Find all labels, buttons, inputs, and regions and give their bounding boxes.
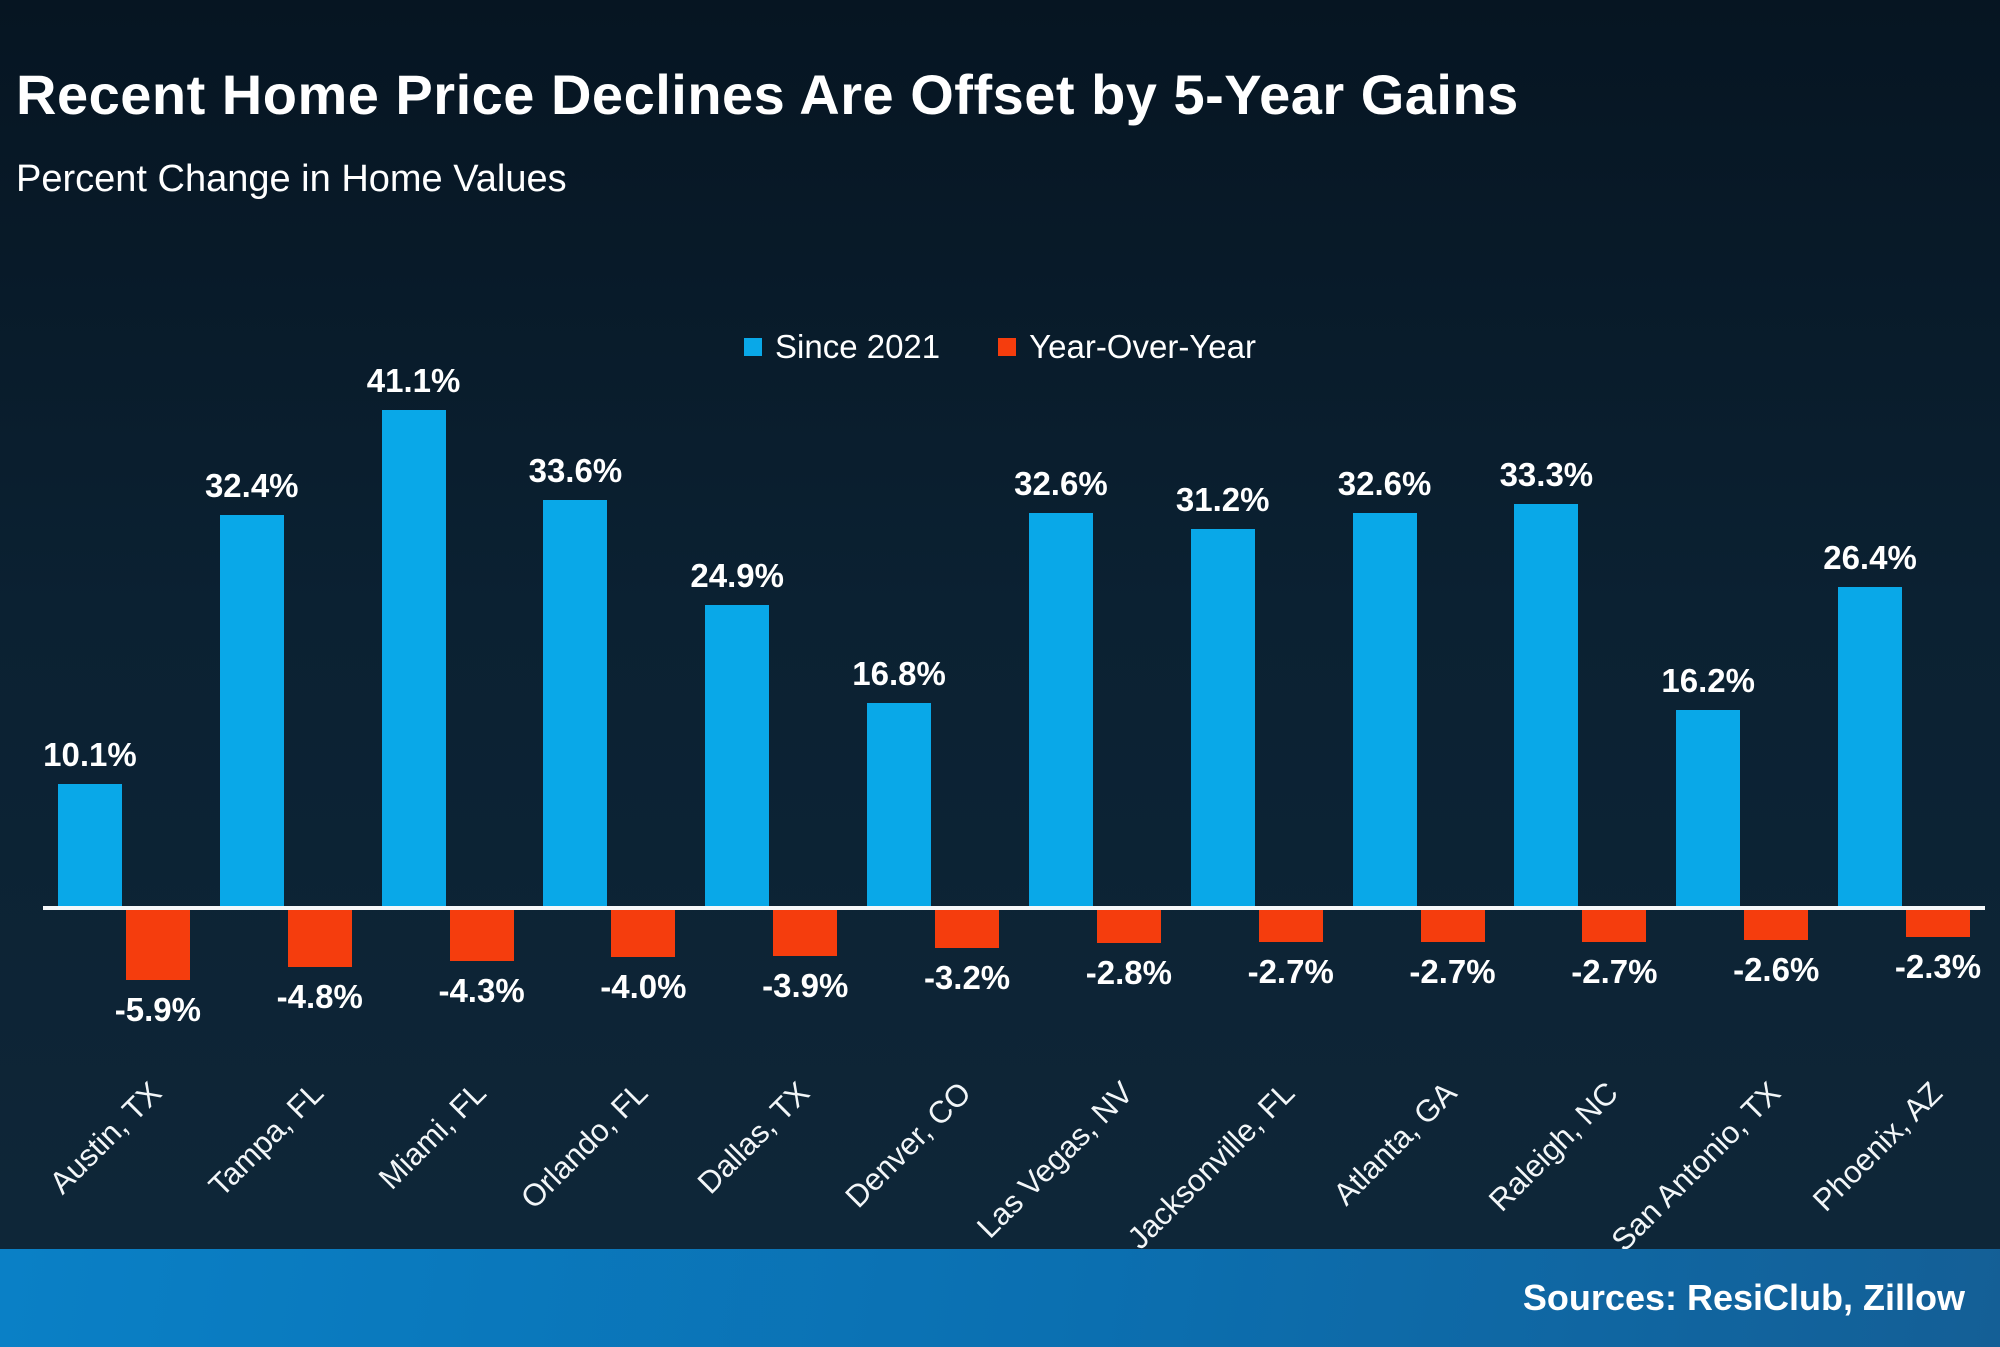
bar-since-2021 — [1028, 513, 1093, 906]
value-label-year-over-year: -2.7% — [1571, 953, 1658, 990]
value-label-since-2021: 31.2% — [1175, 481, 1270, 518]
bar-groups: 10.1% -5.9% Austin, TX 32.4% -4.8% Tampa, FL 4… — [43, 362, 1985, 1258]
value-label-since-2021: 24.9% — [690, 557, 785, 594]
bar-group: 32.4% -4.8% Tampa, FL — [202, 380, 367, 1250]
bar-since-2021 — [543, 500, 608, 906]
chart-title: Recent Home Price Declines Are Offset by… — [16, 63, 1519, 126]
legend-item-since-2021: Since 2021 — [744, 328, 940, 366]
bar-since-2021 — [57, 784, 122, 906]
bar-group: 24.9% -3.9% Dallas, TX — [690, 380, 852, 1250]
bar-since-2021 — [1514, 504, 1579, 906]
value-label-year-over-year: -2.7% — [1409, 953, 1496, 990]
legend-swatch-year-over-year — [998, 338, 1017, 356]
value-label-year-over-year: -2.8% — [1085, 954, 1172, 991]
sources-text: Sources: ResiClub, Zillow — [1522, 1277, 1965, 1318]
bar-since-2021 — [1838, 587, 1903, 906]
category-label: Austin, TX — [43, 1075, 169, 1201]
bar-group: 31.2% -2.7% Jacksonville, FL — [1121, 380, 1338, 1256]
value-label-since-2021: 26.4% — [1823, 539, 1917, 576]
legend-label-since-2021: Since 2021 — [775, 328, 941, 365]
bar-year-over-year — [935, 909, 1000, 948]
bar-year-over-year — [1096, 909, 1161, 943]
value-label-year-over-year: -4.8% — [276, 978, 363, 1015]
value-label-since-2021: 10.1% — [43, 736, 137, 773]
bar-group: 33.3% -2.7% Raleigh, NC — [1482, 380, 1661, 1250]
bar-since-2021 — [1352, 513, 1417, 906]
bar-group: 26.4% -2.3% Phoenix, AZ — [1806, 380, 1985, 1250]
category-label: Orlando, FL — [513, 1075, 655, 1216]
bar-group: 10.1% -5.9% Austin, TX — [43, 380, 205, 1250]
bar-group: 32.6% -2.7% Atlanta, GA — [1326, 380, 1500, 1250]
bar-since-2021 — [219, 515, 284, 906]
bar-year-over-year — [1582, 909, 1647, 942]
bar-group: 33.6% -4.0% Orlando, FL — [514, 380, 690, 1250]
legend-swatch-since-2021 — [744, 338, 762, 356]
legend-item-year-over-year: Year-Over-Year — [998, 328, 1256, 366]
value-label-year-over-year: -3.9% — [762, 967, 849, 1004]
category-label: Atlanta, GA — [1326, 1075, 1464, 1212]
bar-since-2021 — [705, 605, 770, 906]
x-axis-line — [43, 906, 1985, 910]
category-label: Dallas, TX — [690, 1075, 816, 1201]
value-label-year-over-year: -2.7% — [1247, 953, 1334, 990]
bar-year-over-year — [287, 909, 352, 967]
value-label-since-2021: 32.6% — [1337, 465, 1432, 502]
value-label-since-2021: 33.3% — [1499, 456, 1594, 493]
bar-group: 16.8% -3.2% Denver, CO — [839, 380, 1014, 1250]
bar-chart: 10.1% -5.9% Austin, TX 32.4% -4.8% Tampa, FL 4… — [43, 362, 1985, 1258]
bar-since-2021 — [867, 703, 932, 906]
category-label: Denver, CO — [838, 1075, 978, 1215]
value-label-since-2021: 16.8% — [852, 655, 946, 692]
value-label-since-2021: 41.1% — [366, 362, 461, 399]
bar-since-2021 — [381, 410, 446, 906]
bar-year-over-year — [1420, 909, 1485, 942]
bar-year-over-year — [1258, 909, 1323, 942]
category-label: Miami, FL — [371, 1075, 493, 1196]
bar-group: 32.6% -2.8% Las Vegas, NV — [970, 380, 1176, 1250]
category-label: Raleigh, NC — [1482, 1075, 1626, 1218]
bar-since-2021 — [1676, 710, 1741, 906]
category-label: Phoenix, AZ — [1805, 1075, 1949, 1218]
bar-year-over-year — [611, 909, 676, 957]
bar-group: 41.1% -4.3% Miami, FL — [367, 362, 529, 1250]
value-label-year-over-year: -2.6% — [1733, 951, 1820, 988]
bar-year-over-year — [449, 909, 514, 961]
value-label-year-over-year: -3.2% — [923, 959, 1011, 996]
value-label-year-over-year: -2.3% — [1894, 948, 1982, 985]
bar-year-over-year — [125, 909, 190, 980]
value-label-since-2021: 32.4% — [204, 467, 299, 504]
value-label-since-2021: 16.2% — [1661, 662, 1755, 699]
bar-year-over-year — [1906, 909, 1971, 937]
value-label-year-over-year: -5.9% — [114, 991, 202, 1028]
chart-subtitle: Percent Change in Home Values — [16, 158, 567, 200]
value-label-year-over-year: -4.0% — [600, 968, 687, 1005]
value-label-since-2021: 33.6% — [528, 452, 623, 489]
bar-year-over-year — [1744, 909, 1809, 940]
legend: Since 2021 Year-Over-Year — [0, 328, 2000, 366]
footer-bar: Sources: ResiClub, Zillow — [0, 1249, 2000, 1347]
value-label-since-2021: 32.6% — [1014, 465, 1108, 502]
value-label-year-over-year: -4.3% — [438, 972, 525, 1009]
legend-label-year-over-year: Year-Over-Year — [1029, 328, 1256, 365]
bar-since-2021 — [1190, 529, 1255, 906]
category-label: Tampa, FL — [202, 1075, 331, 1204]
bar-group: 16.2% -2.6% San Antonio, TX — [1604, 380, 1823, 1258]
bar-year-over-year — [773, 909, 838, 956]
